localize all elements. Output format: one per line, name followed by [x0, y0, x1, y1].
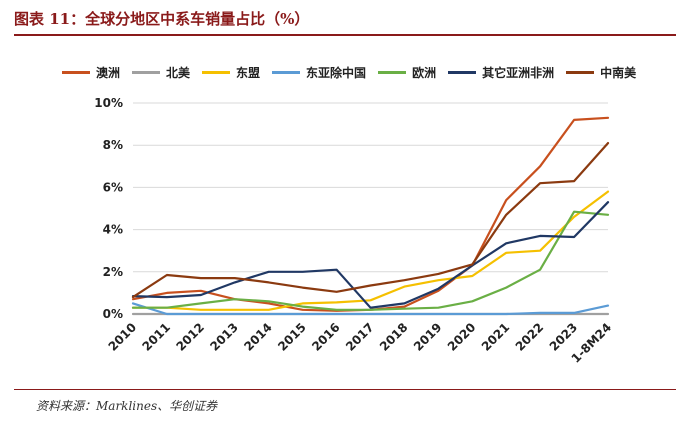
- legend-label: 欧洲: [412, 66, 437, 80]
- line-chart: 0%2%4%6%8%10%2010 2011 2012 2013 2014 2015 201…: [94, 96, 614, 366]
- legend-swatch: [202, 71, 231, 74]
- x-tick-label: 2017: [343, 320, 377, 354]
- legend-item: 中南美: [566, 64, 636, 81]
- figure-title: 图表 11：全球分地区中系车销量占比（%）: [14, 10, 310, 28]
- chart-legend: 澳洲 北美 东盟 东亚除中国 欧洲 其它亚洲非洲 中南美: [62, 64, 636, 81]
- x-tick-label: 2015: [275, 320, 309, 354]
- legend-item: 东盟: [202, 64, 260, 81]
- x-tick-label: 2016: [309, 320, 343, 354]
- legend-label: 澳洲: [96, 66, 121, 80]
- y-tick-label: 10%: [94, 96, 123, 110]
- series-line-5: [131, 210, 610, 311]
- x-tick-label: 2014: [241, 320, 275, 354]
- series-line-6: [131, 201, 610, 309]
- legend-swatch: [566, 71, 595, 74]
- legend-item: 北美: [132, 64, 190, 81]
- legend-label: 北美: [166, 66, 191, 80]
- legend-swatch: [448, 71, 477, 74]
- x-tick-label: 2010: [106, 320, 140, 354]
- x-tick-label: 2022: [513, 320, 547, 354]
- legend-swatch: [272, 71, 301, 74]
- legend-item: 澳洲: [62, 64, 120, 81]
- legend-item: 其它亚洲非洲: [448, 64, 554, 81]
- legend-label: 东盟: [236, 66, 261, 80]
- source-rule: [14, 389, 676, 390]
- x-tick-label: 2021: [479, 320, 513, 354]
- legend-item: 东亚除中国: [272, 64, 366, 81]
- legend-label: 东亚除中国: [306, 66, 367, 80]
- x-tick-label: 2011: [140, 320, 174, 354]
- y-tick-label: 6%: [103, 180, 123, 194]
- series-line-3: [131, 190, 610, 311]
- legend-label: 其它亚洲非洲: [482, 66, 555, 80]
- y-tick-label: 8%: [103, 138, 123, 152]
- y-tick-label: 4%: [103, 223, 123, 237]
- title-rule: [14, 34, 676, 36]
- legend-label: 中南美: [600, 66, 637, 80]
- x-tick-label: 2019: [411, 320, 445, 354]
- legend-swatch: [378, 71, 407, 74]
- legend-item: 欧洲: [378, 64, 436, 81]
- series-line-1: [131, 116, 610, 312]
- y-tick-label: 2%: [103, 265, 123, 279]
- series-line-4: [131, 302, 610, 316]
- x-tick-label: 2020: [445, 320, 479, 354]
- x-tick-label: 2018: [377, 320, 411, 354]
- legend-swatch: [62, 71, 90, 74]
- x-tick-label: 2013: [207, 320, 241, 354]
- y-tick-label: 0%: [103, 307, 123, 321]
- series-line-7: [131, 142, 610, 299]
- source-note: 资料来源：Marklines、华创证券: [36, 399, 218, 413]
- x-tick-label: 2012: [173, 320, 207, 354]
- legend-swatch: [132, 71, 161, 74]
